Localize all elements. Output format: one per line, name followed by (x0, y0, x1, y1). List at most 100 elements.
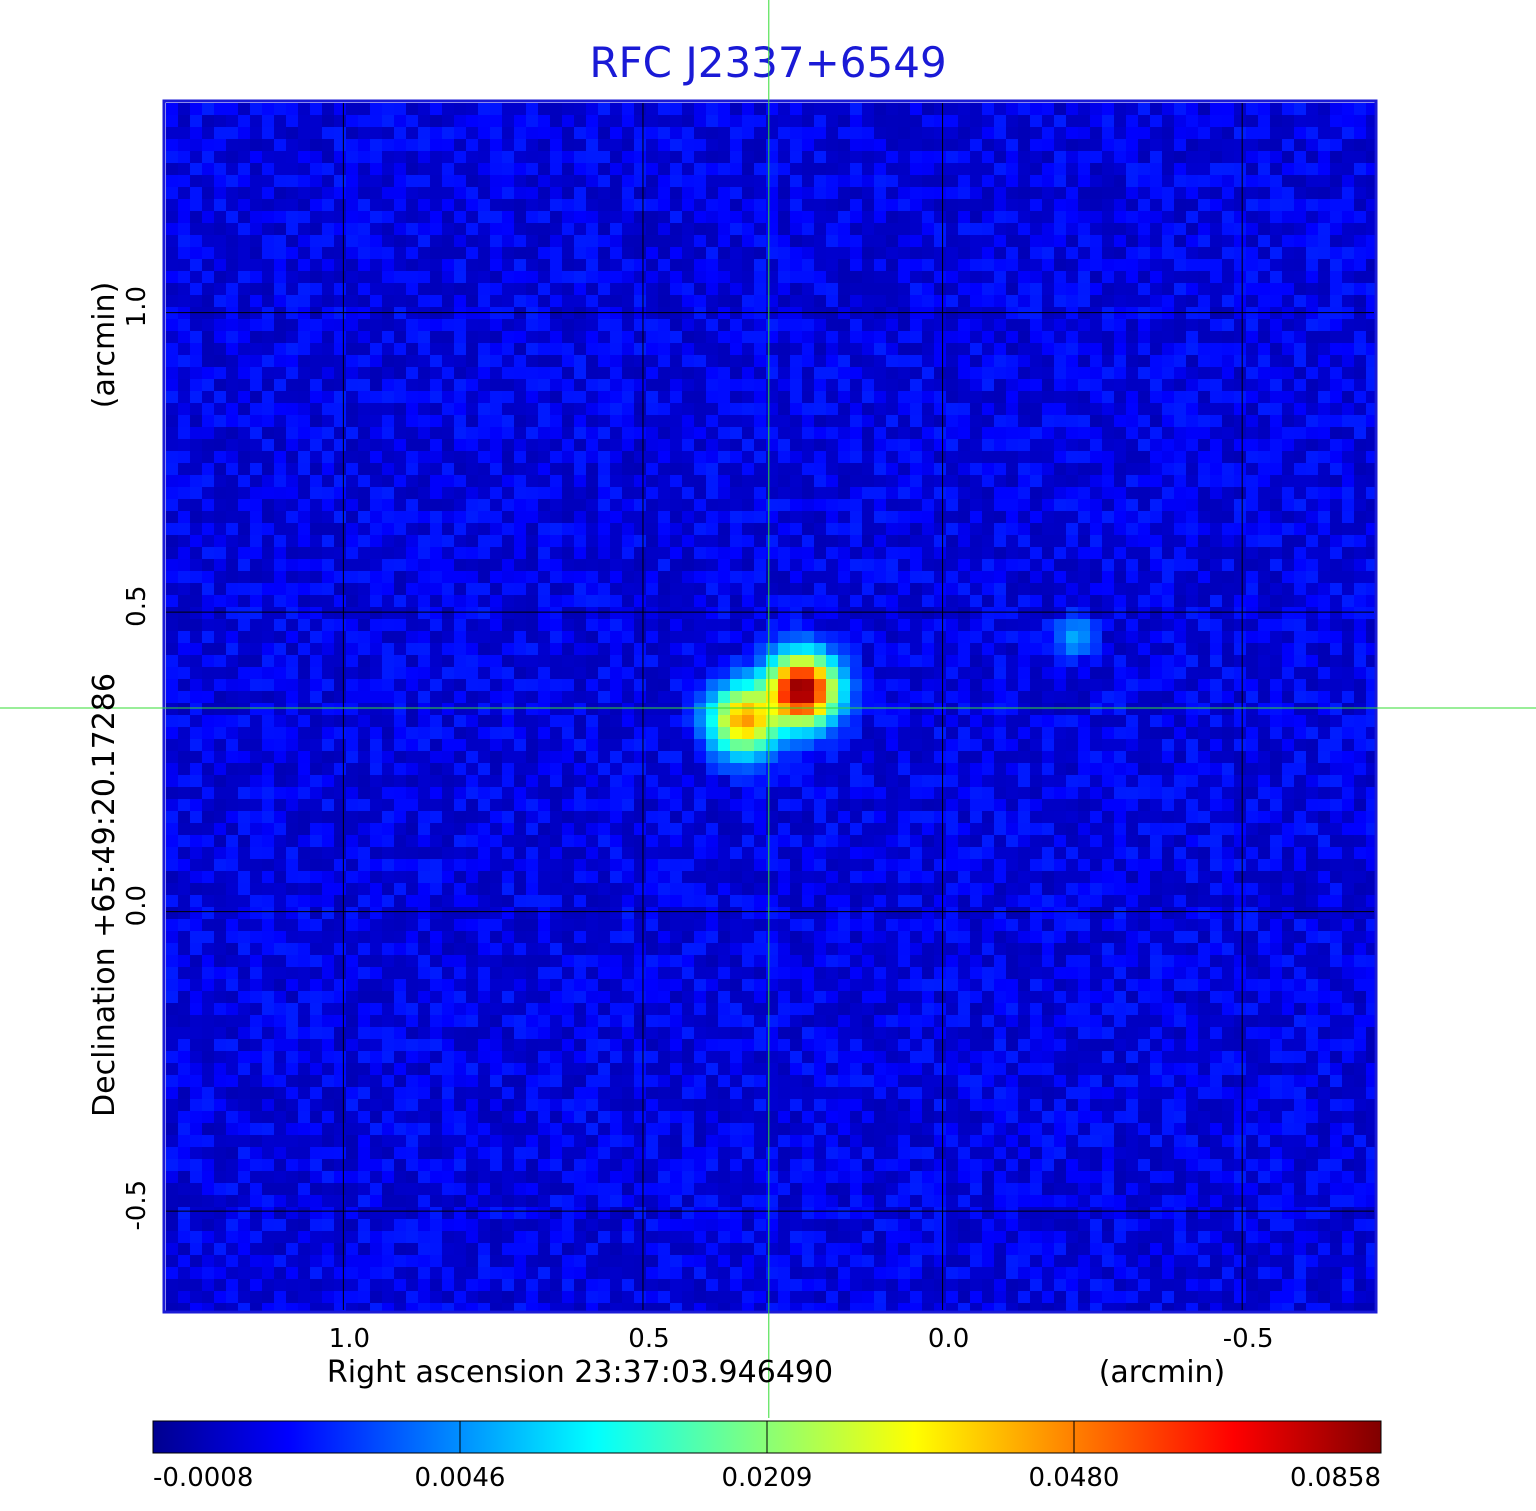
heatmap-pixel (346, 607, 359, 620)
heatmap-pixel (862, 283, 875, 296)
heatmap-pixel (718, 475, 731, 488)
heatmap-pixel (1342, 355, 1355, 368)
heatmap-pixel (1198, 631, 1211, 644)
heatmap-pixel (958, 163, 971, 176)
heatmap-pixel (946, 199, 959, 212)
heatmap-pixel (466, 187, 479, 200)
heatmap-pixel (466, 595, 479, 608)
heatmap-pixel (1174, 439, 1187, 452)
heatmap-pixel (526, 187, 539, 200)
heatmap-pixel (334, 487, 347, 500)
heatmap-pixel (994, 535, 1007, 548)
heatmap-pixel (1138, 415, 1151, 428)
heatmap-pixel (346, 475, 359, 488)
heatmap-pixel (958, 211, 971, 224)
heatmap-pixel (274, 379, 287, 392)
heatmap-pixel (346, 535, 359, 548)
heatmap-pixel (898, 643, 911, 656)
heatmap-pixel (502, 499, 515, 512)
heatmap-pixel (286, 175, 299, 188)
heatmap-pixel (250, 667, 263, 680)
heatmap-pixel (1246, 115, 1259, 128)
heatmap-pixel (1030, 523, 1043, 536)
heatmap-pixel (598, 235, 611, 248)
heatmap-pixel (346, 619, 359, 632)
heatmap-pixel (262, 403, 275, 416)
heatmap-pixel (250, 355, 263, 368)
heatmap-pixel (706, 295, 719, 308)
heatmap-pixel (238, 151, 251, 164)
heatmap-pixel (778, 415, 791, 428)
heatmap-pixel (538, 643, 551, 656)
heatmap-pixel (406, 463, 419, 476)
heatmap-pixel (442, 499, 455, 512)
heatmap-pixel (886, 415, 899, 428)
heatmap-pixel (1090, 559, 1103, 572)
heatmap-pixel (262, 511, 275, 524)
heatmap-pixel (178, 391, 191, 404)
heatmap-pixel (622, 643, 635, 656)
heatmap-pixel (922, 175, 935, 188)
heatmap-pixel (658, 187, 671, 200)
heatmap-pixel (1270, 403, 1283, 416)
heatmap-pixel (766, 223, 779, 236)
heatmap-pixel (1186, 151, 1199, 164)
heatmap-pixel (802, 655, 815, 668)
heatmap-pixel (262, 487, 275, 500)
heatmap-pixel (262, 619, 275, 632)
heatmap-pixel (622, 475, 635, 488)
heatmap-pixel (274, 259, 287, 272)
heatmap-pixel (490, 247, 503, 260)
heatmap-pixel (934, 463, 947, 476)
heatmap-pixel (1006, 379, 1019, 392)
heatmap-pixel (454, 511, 467, 524)
heatmap-pixel (442, 367, 455, 380)
heatmap-pixel (826, 571, 839, 584)
heatmap-pixel (898, 307, 911, 320)
heatmap-pixel (538, 199, 551, 212)
heatmap-pixel (874, 439, 887, 452)
heatmap-pixel (658, 235, 671, 248)
heatmap-pixel (166, 607, 179, 620)
heatmap-pixel (1042, 211, 1055, 224)
heatmap-pixel (406, 427, 419, 440)
heatmap-pixel (1114, 427, 1127, 440)
heatmap-pixel (526, 427, 539, 440)
heatmap-pixel (1318, 319, 1331, 332)
heatmap-pixel (670, 571, 683, 584)
heatmap-pixel (586, 319, 599, 332)
heatmap-pixel (286, 367, 299, 380)
heatmap-pixel (958, 403, 971, 416)
heatmap-pixel (1210, 595, 1223, 608)
heatmap-pixel (670, 595, 683, 608)
heatmap-pixel (646, 607, 659, 620)
heatmap-pixel (970, 115, 983, 128)
heatmap-pixel (550, 403, 563, 416)
heatmap-pixel (622, 391, 635, 404)
heatmap-pixel (718, 691, 731, 704)
heatmap-pixel (982, 175, 995, 188)
heatmap-pixel (910, 463, 923, 476)
heatmap-pixel (1174, 151, 1187, 164)
heatmap-pixel (586, 583, 599, 596)
heatmap-pixel (826, 667, 839, 680)
heatmap-pixel (418, 355, 431, 368)
heatmap-pixel (790, 559, 803, 572)
heatmap-pixel (394, 607, 407, 620)
heatmap-pixel (526, 619, 539, 632)
heatmap-pixel (454, 463, 467, 476)
heatmap-pixel (1330, 487, 1343, 500)
heatmap-pixel (694, 295, 707, 308)
heatmap-pixel (574, 583, 587, 596)
heatmap-pixel (826, 127, 839, 140)
heatmap-pixel (166, 331, 179, 344)
heatmap-pixel (1090, 247, 1103, 260)
heatmap-pixel (1162, 163, 1175, 176)
heatmap-pixel (334, 643, 347, 656)
heatmap-pixel (178, 271, 191, 284)
heatmap-pixel (1366, 655, 1375, 668)
heatmap-pixel (502, 679, 515, 692)
heatmap-pixel (1198, 151, 1211, 164)
heatmap-pixel (982, 403, 995, 416)
heatmap-pixel (1246, 295, 1259, 308)
